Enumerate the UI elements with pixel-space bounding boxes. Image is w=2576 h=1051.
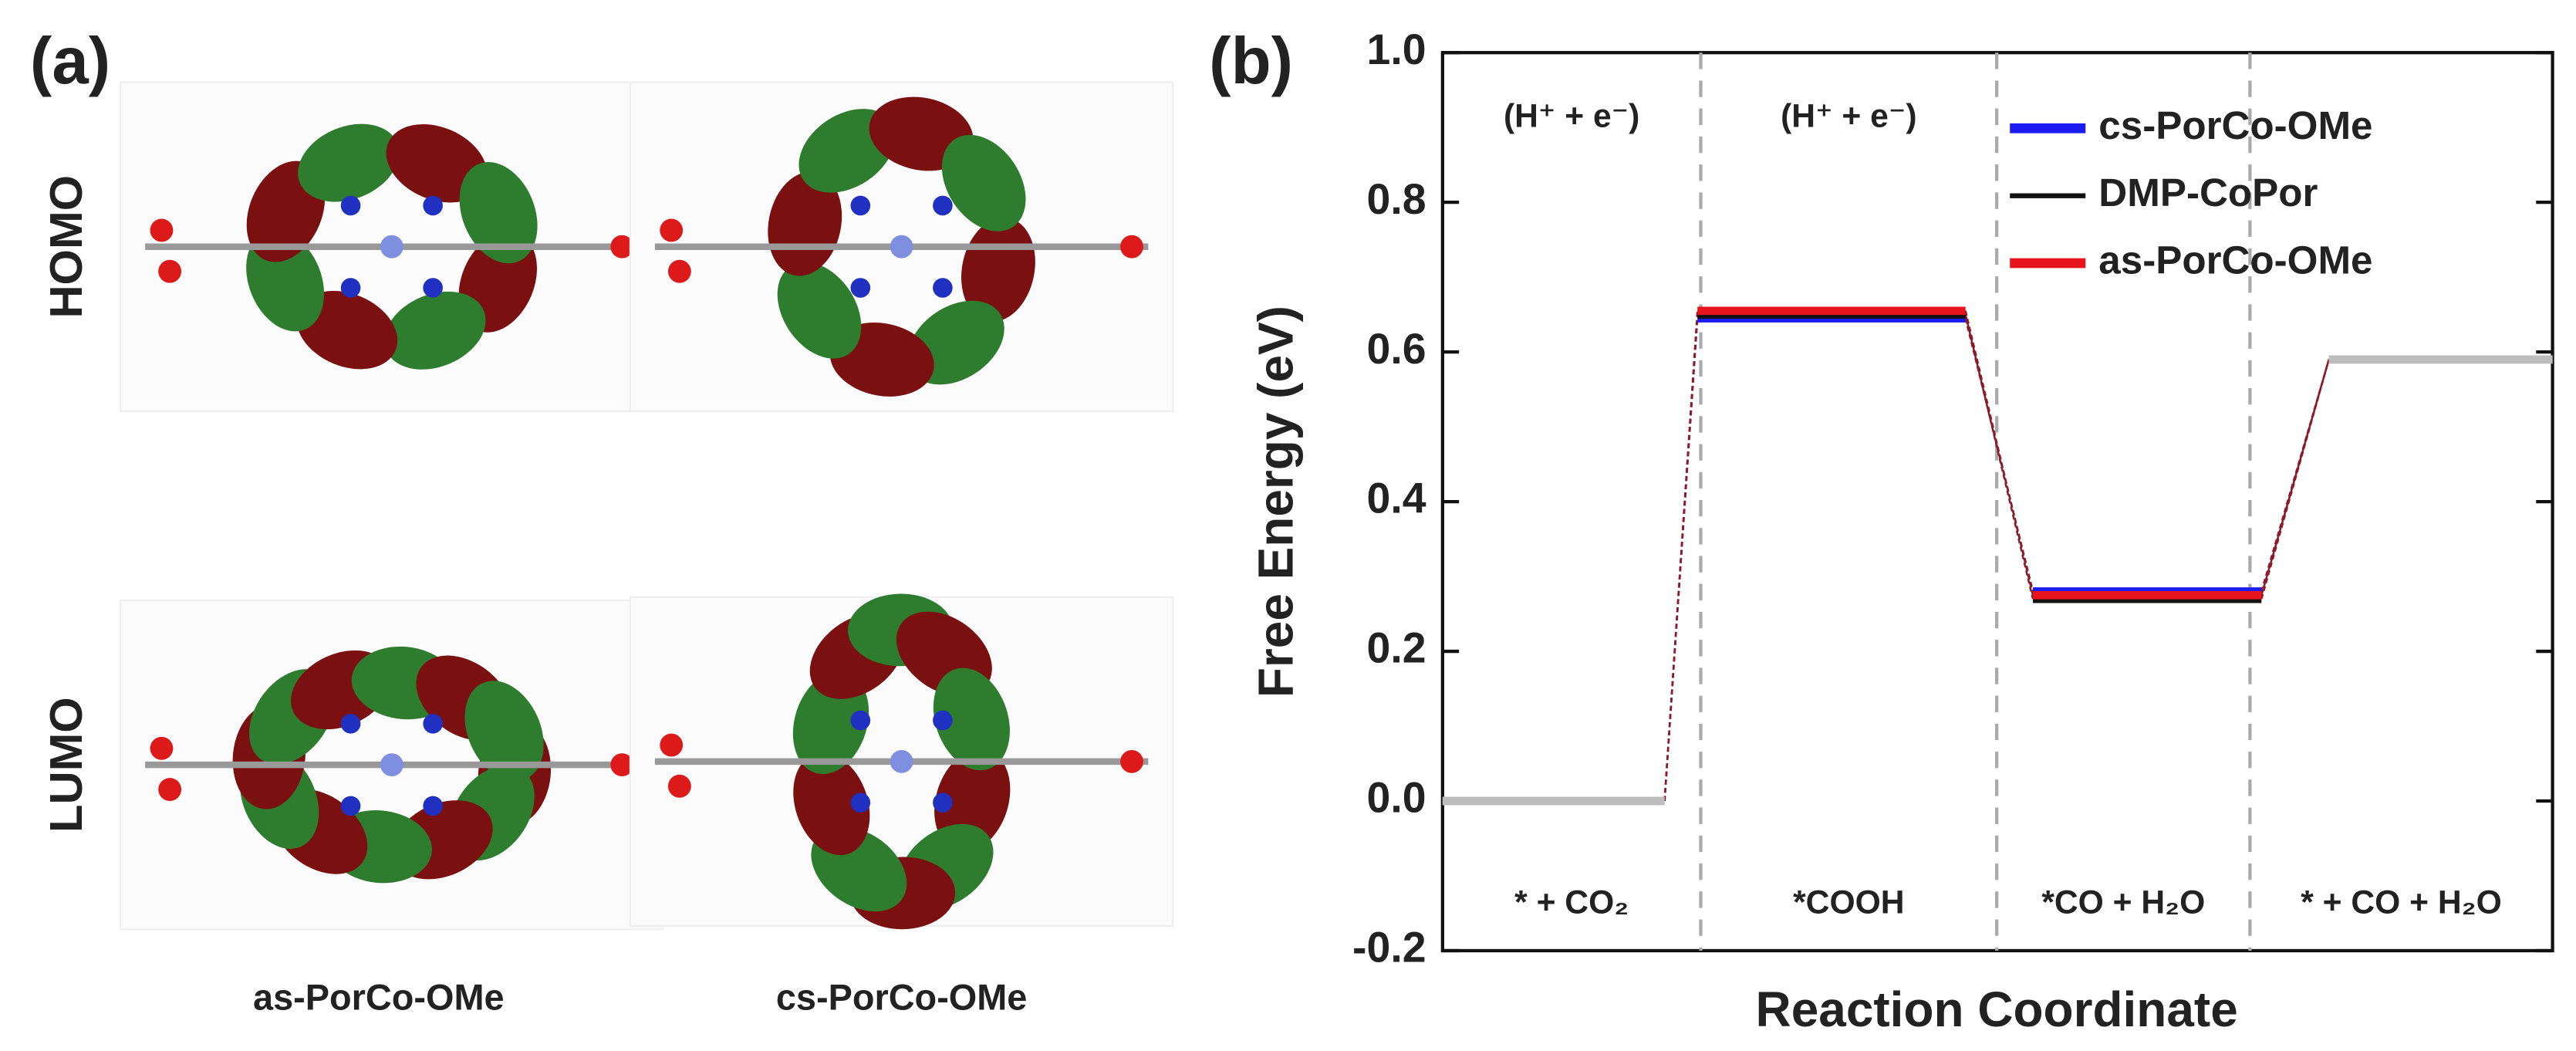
nitrogen-atom bbox=[850, 710, 871, 731]
oxygen-atom bbox=[660, 733, 684, 757]
column-label: cs-PorCo-OMe bbox=[776, 977, 1028, 1017]
nitrogen-atom bbox=[340, 278, 361, 298]
orbital-lobe bbox=[384, 291, 486, 370]
nitrogen-atom bbox=[340, 195, 361, 216]
nitrogen-atom bbox=[423, 796, 443, 816]
metal-atom bbox=[890, 235, 913, 259]
orbital-lobe bbox=[296, 290, 398, 370]
category-label: * + CO + H₂O bbox=[2301, 884, 2501, 921]
annotation: (H⁺ + e⁻) bbox=[1781, 98, 1916, 135]
y-tick-label: -0.2 bbox=[1352, 924, 1426, 972]
orbital-lobe bbox=[459, 162, 538, 264]
orbital-lobe bbox=[298, 123, 400, 202]
nitrogen-atom bbox=[423, 195, 443, 216]
oxygen-atom bbox=[158, 259, 182, 283]
panel-a: (a) HOMO LUMO as-PorCo-OMe cs-PorCo-OMe bbox=[30, 25, 1174, 1017]
nitrogen-atom bbox=[933, 792, 953, 813]
legend-label: DMP-CoPor bbox=[2098, 171, 2318, 215]
category-label: *COOH bbox=[1793, 884, 1904, 921]
row-label: HOMO bbox=[40, 175, 92, 319]
orbital-lobe bbox=[941, 134, 1026, 231]
nitrogen-atom bbox=[933, 195, 953, 216]
metal-atom bbox=[890, 749, 913, 773]
oxygen-atom bbox=[1120, 235, 1143, 259]
oxygen-atom bbox=[150, 736, 174, 760]
row-label: LUMO bbox=[40, 697, 92, 833]
nitrogen-atom bbox=[933, 278, 953, 298]
metal-atom bbox=[380, 235, 403, 259]
column-label: as-PorCo-OMe bbox=[253, 977, 505, 1017]
orbital-lobe bbox=[386, 124, 488, 203]
oxygen-atom bbox=[667, 774, 691, 798]
panel-label: (b) bbox=[1209, 25, 1293, 98]
nitrogen-atom bbox=[850, 792, 871, 813]
orbital-lobe bbox=[464, 681, 544, 782]
connector bbox=[2260, 359, 2330, 600]
y-axis-title: Free Energy (eV) bbox=[1248, 306, 1304, 698]
y-tick-label: 0.0 bbox=[1367, 774, 1426, 822]
category-label: *CO + H₂O bbox=[2041, 884, 2205, 921]
nitrogen-atom bbox=[933, 710, 953, 731]
oxygen-atom bbox=[660, 218, 684, 242]
orbital-lobe bbox=[793, 752, 870, 856]
legend-label: cs-PorCo-OMe bbox=[2098, 103, 2372, 147]
nitrogen-atom bbox=[340, 796, 361, 816]
orbital-lobe bbox=[933, 667, 1010, 771]
annotation: (H⁺ + e⁻) bbox=[1504, 98, 1639, 135]
panel-b: (b) Free Energy (eV) Reaction Coordinate… bbox=[1209, 25, 2554, 1037]
nitrogen-atom bbox=[423, 714, 443, 734]
y-tick-label: 1.0 bbox=[1367, 25, 1426, 73]
legend-label: as-PorCo-OMe bbox=[2098, 238, 2372, 282]
oxygen-atom bbox=[158, 778, 182, 802]
y-tick-label: 0.4 bbox=[1367, 475, 1426, 522]
category-label: * + CO₂ bbox=[1514, 884, 1629, 921]
y-tick-label: 0.8 bbox=[1367, 175, 1426, 223]
nitrogen-atom bbox=[340, 714, 361, 734]
oxygen-atom bbox=[610, 753, 634, 777]
nitrogen-atom bbox=[850, 278, 871, 298]
nitrogen-atom bbox=[423, 278, 443, 298]
panel-label: (a) bbox=[30, 25, 110, 98]
orbital-lobe bbox=[777, 262, 862, 359]
oxygen-atom bbox=[1120, 749, 1143, 773]
x-axis-title: Reaction Coordinate bbox=[1756, 982, 2238, 1037]
y-tick-label: 0.6 bbox=[1367, 325, 1426, 373]
oxygen-atom bbox=[150, 218, 174, 242]
oxygen-atom bbox=[610, 235, 634, 259]
connector bbox=[1663, 310, 1699, 802]
y-tick-label: 0.2 bbox=[1367, 624, 1426, 672]
oxygen-atom bbox=[667, 259, 691, 283]
nitrogen-atom bbox=[850, 195, 871, 216]
metal-atom bbox=[380, 753, 403, 777]
